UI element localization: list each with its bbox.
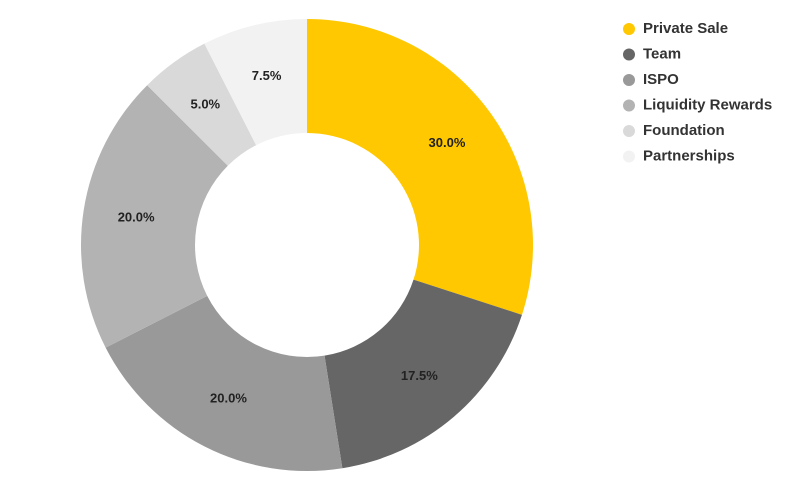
legend-marker <box>623 48 635 61</box>
legend-label: Foundation <box>643 122 725 139</box>
slice <box>147 43 257 166</box>
legend-label: Liquidity Rewards <box>643 96 772 113</box>
slice-label: 7.5% <box>252 68 282 83</box>
legend-marker <box>623 125 635 137</box>
slice-label: 17.5% <box>401 368 438 383</box>
legend-label: Team <box>643 45 681 62</box>
legend-label: Partnerships <box>643 147 735 164</box>
slice <box>105 295 343 471</box>
slice-label: 5.0% <box>190 96 220 111</box>
slice-label: 20.0% <box>210 391 247 406</box>
slice <box>307 19 533 315</box>
slice <box>324 279 522 469</box>
slice-label: 30.0% <box>429 135 466 150</box>
legend-marker <box>623 74 635 86</box>
legend-marker <box>623 150 635 163</box>
legend-label: ISPO <box>643 71 679 88</box>
legend-marker <box>623 99 635 112</box>
legend-marker <box>623 23 635 35</box>
slice-label: 20.0% <box>118 209 155 224</box>
slice <box>80 85 228 348</box>
slice <box>204 19 307 146</box>
legend-label: Private Sale <box>643 20 728 37</box>
